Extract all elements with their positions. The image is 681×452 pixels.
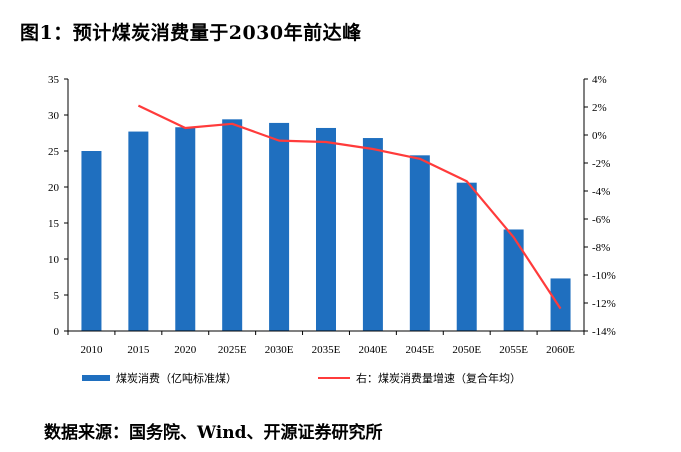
x-tick-label: 2015 [127,344,150,356]
bar-2030E [269,122,290,331]
left-tick-label: 10 [48,254,60,266]
legend-line-label: 右：煤炭消费量增速（复合年均） [356,371,521,385]
bar-2040E [362,138,383,331]
right-tick-label: -14% [592,326,616,338]
right-tick-label: 0% [592,130,607,142]
left-tick-label: 20 [48,182,60,194]
x-tick-label: 2055E [499,344,528,356]
x-tick-label: 2020 [174,344,197,356]
x-tick-label: 2045E [405,344,434,356]
right-tick-label: -12% [592,298,616,310]
x-tick-label: 2040E [359,344,388,356]
bar-2045E [409,155,430,331]
left-tick-label: 35 [48,74,60,86]
x-tick-label: 2035E [312,344,341,356]
x-tick-label: 2060E [546,344,575,356]
right-tick-label: 4% [592,74,607,86]
x-tick-label: 2010 [80,344,103,356]
source-note: 数据来源：国务院、Wind、开源证券研究所 [44,423,383,443]
bar-2010 [81,151,102,331]
left-tick-label: 0 [54,326,60,338]
bar-2060E [550,278,571,331]
left-tick-label: 25 [48,146,60,158]
right-tick-label: -8% [592,242,610,254]
right-tick-label: -6% [592,214,610,226]
legend-bar-label: 煤炭消费（亿吨标准煤） [116,371,237,385]
bars-layer [81,119,571,332]
bar-2020 [175,127,196,332]
line-layer [137,104,562,310]
legend-bar-swatch [82,375,110,381]
left-tick-label: 15 [48,218,60,230]
bar-2025E [222,119,243,331]
legend: 煤炭消费（亿吨标准煤） 右：煤炭消费量增速（复合年均） [82,371,521,385]
bar-2055E [503,229,524,331]
bar-2015 [128,131,149,331]
axes-layer: 0 5 10 15 20 25 30 35 -14% -12% -10% -8% -6% -4% -2% 0%… [48,74,616,356]
x-tick-label: 2050E [452,344,481,356]
x-tick-label: 2025E [218,344,247,356]
left-tick-label: 5 [54,290,60,302]
right-tick-label: -10% [592,270,616,282]
right-tick-label: -2% [592,158,610,170]
x-tick-label: 2030E [265,344,294,356]
bar-2035E [316,127,336,332]
growth-rate-line [137,104,562,310]
right-tick-label: -4% [592,186,610,198]
left-tick-label: 30 [48,110,60,122]
right-tick-label: 2% [592,102,607,114]
bar-2050E [456,182,477,331]
chart-title: 图1：预计煤炭消费量于2030年前达峰 [20,22,362,44]
